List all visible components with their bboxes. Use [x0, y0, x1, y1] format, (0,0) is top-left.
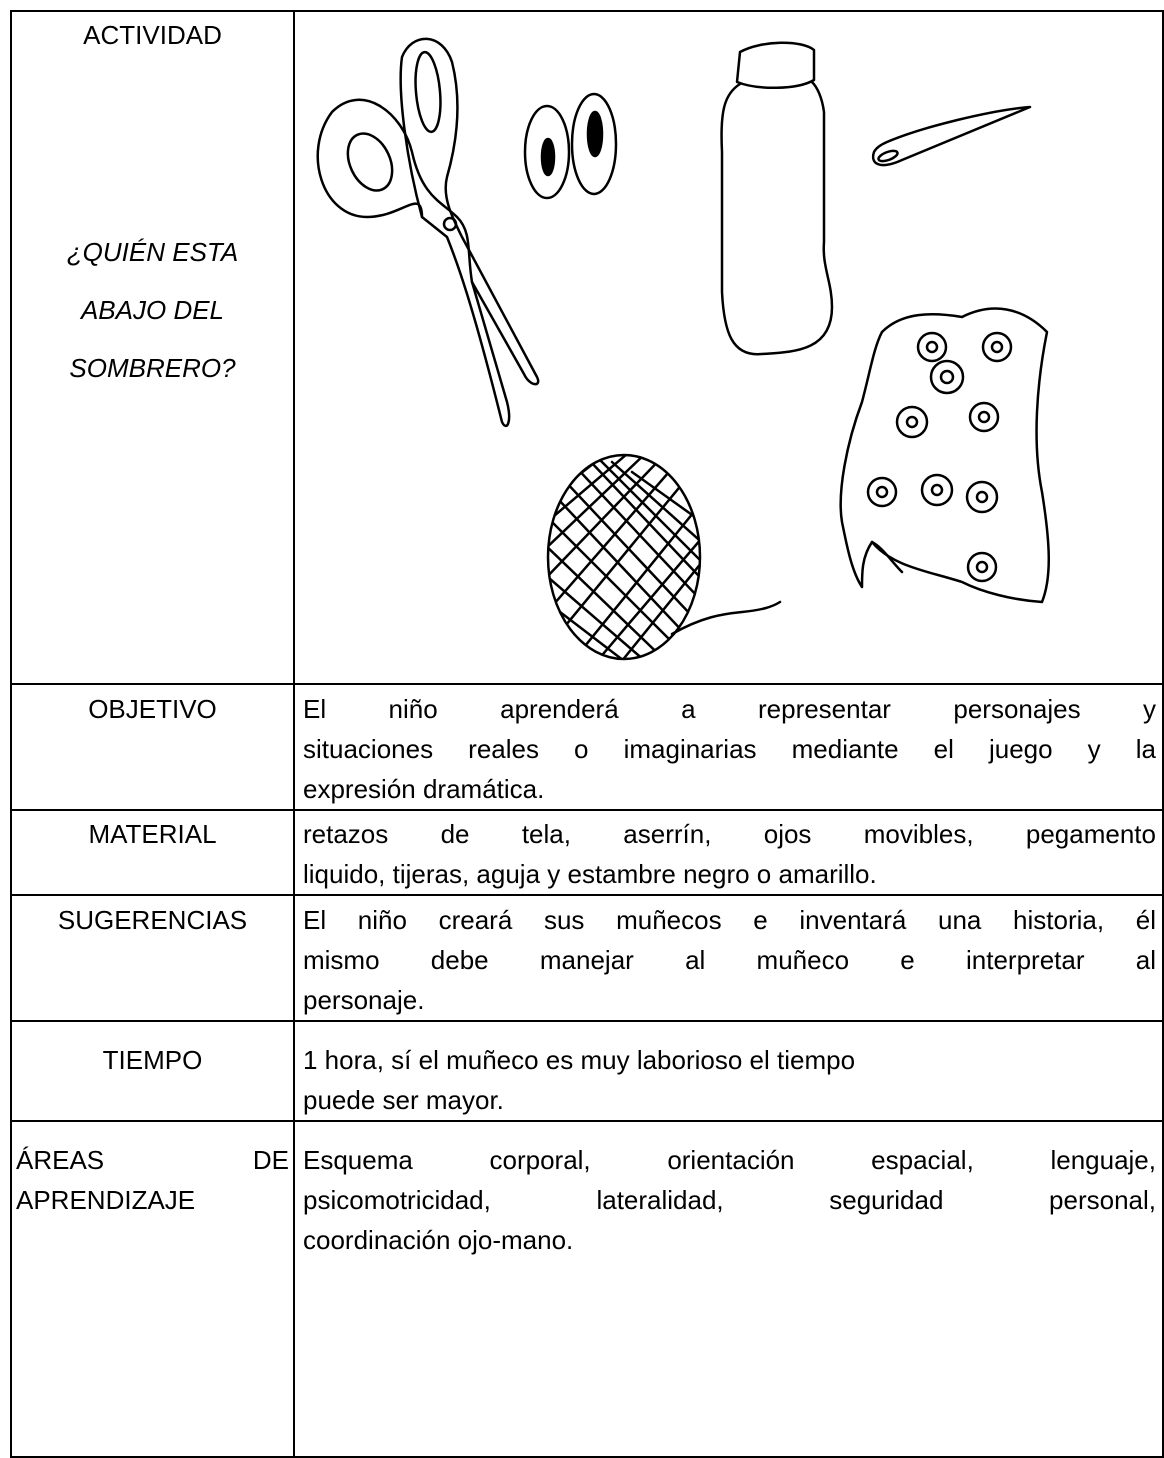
- text-line: TIEMPO: [102, 1045, 203, 1075]
- text-line: ¿QUIÉN ESTA: [66, 237, 239, 267]
- text-line: liquido, tijeras, aguja y estambre negro…: [303, 859, 877, 889]
- table-row: SUGERENCIAS El niño creará sus muñecos e …: [10, 894, 1164, 1022]
- needle: [871, 105, 1032, 167]
- page: {"table": {"rows": [ {"label": ["ACTIVID…: [10, 10, 1164, 1458]
- glue-bottle: [720, 41, 834, 356]
- row-label: ACTIVIDAD ¿QUIÉN ESTA ABAJO DEL SOMBRERO?: [10, 10, 295, 685]
- row-label: ÁREAS DE APRENDIZAJE: [10, 1120, 295, 1458]
- text-line: situaciones reales o imaginarias mediant…: [303, 734, 1156, 764]
- text-line: OBJETIVO: [88, 694, 217, 724]
- row-content: 1 hora, sí el muñeco es muy laborioso el…: [293, 1020, 1164, 1122]
- activity-table: ACTIVIDAD ¿QUIÉN ESTA ABAJO DEL SOMBRERO?: [10, 10, 1164, 1458]
- fabric-scrap: [839, 307, 1051, 604]
- table-row: OBJETIVO El niño aprenderá a representar …: [10, 683, 1164, 811]
- row-label: MATERIAL: [10, 809, 295, 896]
- text-line: ÁREAS DE: [16, 1145, 289, 1175]
- row-content: El niño creará sus muñecos e inventará u…: [293, 894, 1164, 1022]
- table-row: TIEMPO 1 hora, sí el muñeco es muy labori…: [10, 1020, 1164, 1122]
- scissors: [316, 37, 540, 428]
- text-line: expresión dramática.: [303, 774, 545, 804]
- text-line: Esquema corporal, orientación espacial, …: [303, 1145, 1156, 1175]
- text-line: ACTIVIDAD: [83, 20, 222, 50]
- text-line: El niño aprenderá a representar personaj…: [303, 694, 1156, 724]
- row-label: SUGERENCIAS: [10, 894, 295, 1022]
- row-label: TIEMPO: [10, 1020, 295, 1122]
- activity-title: ¿QUIÉN ESTA ABAJO DEL SOMBRERO?: [16, 223, 289, 397]
- table-row: ÁREAS DE APRENDIZAJE Esquema corporal, ori…: [10, 1120, 1164, 1458]
- row-content: El niño aprenderá a representar personaj…: [293, 683, 1164, 811]
- row-label: OBJETIVO: [10, 683, 295, 811]
- text-line: mismo debe manejar al muñeco e interpret…: [303, 945, 1156, 975]
- table-row: MATERIAL retazos de tela, aserrín, ojos m…: [10, 809, 1164, 896]
- row-content: Esquema corporal, orientación espacial, …: [293, 1120, 1164, 1458]
- text-line: ABAJO DEL: [80, 295, 225, 325]
- text-line: coordinación ojo-mano.: [303, 1225, 574, 1255]
- text-line: puede ser mayor.: [303, 1085, 504, 1115]
- yarn-ball: [546, 453, 782, 661]
- text-line: retazos de tela, aserrín, ojos movibles,…: [303, 819, 1156, 849]
- text-line: MATERIAL: [88, 819, 217, 849]
- text-line: SOMBRERO?: [69, 353, 236, 383]
- text-line: 1 hora, sí el muñeco es muy laborioso el…: [303, 1045, 856, 1075]
- table-row: ACTIVIDAD ¿QUIÉN ESTA ABAJO DEL SOMBRERO?: [10, 10, 1164, 685]
- activity-sheet: ACTIVIDAD ¿QUIÉN ESTA ABAJO DEL SOMBRERO?: [10, 10, 1164, 1458]
- materials-illustration: [316, 37, 1051, 661]
- row-content: retazos de tela, aserrín, ojos movibles,…: [293, 809, 1164, 896]
- text-line: APRENDIZAJE: [16, 1185, 196, 1215]
- googly-eyes: [523, 92, 618, 200]
- text-line: SUGERENCIAS: [57, 905, 248, 935]
- text-line: El niño creará sus muñecos e inventará u…: [303, 905, 1156, 935]
- text-line: psicomotricidad, lateralidad, seguridad …: [303, 1185, 1156, 1215]
- row-content: [293, 10, 1164, 685]
- text-line: personaje.: [303, 985, 425, 1015]
